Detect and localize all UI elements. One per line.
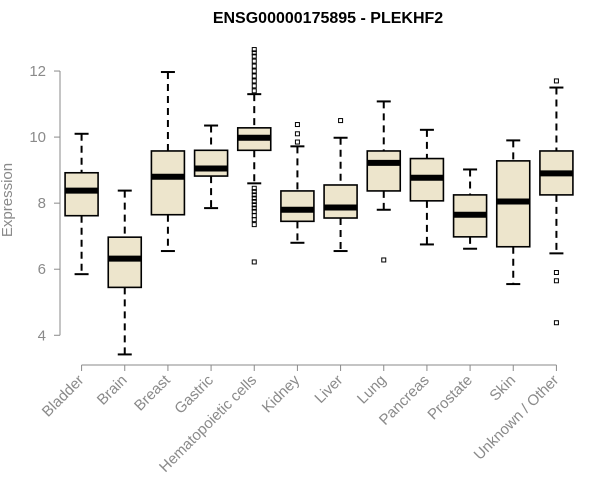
outlier-point — [251, 217, 257, 223]
outlier-point — [251, 68, 257, 74]
iqr-box — [64, 171, 99, 217]
outlier-point — [294, 122, 300, 128]
outlier-point — [251, 88, 257, 94]
iqr-box — [366, 150, 402, 192]
x-tick-label: Breast — [131, 371, 174, 414]
outlier-point — [251, 213, 257, 219]
y-tick-label: 10 — [29, 129, 46, 146]
box-brain — [107, 189, 143, 356]
chart-title: ENSG00000175895 - PLEKHF2 — [213, 10, 443, 27]
box-breast — [150, 71, 186, 253]
outlier-point — [251, 202, 257, 208]
outlier-point — [251, 78, 257, 84]
outlier-point — [251, 222, 257, 228]
outlier-point — [251, 192, 257, 198]
outlier-point — [553, 270, 559, 276]
outlier-point — [553, 320, 559, 326]
iqr-box — [150, 150, 186, 216]
box-hematopoietic-cells — [236, 47, 272, 265]
iqr-box — [323, 184, 358, 219]
iqr-box — [107, 236, 143, 289]
outlier-point — [251, 47, 257, 53]
outlier-point — [251, 50, 257, 56]
x-tick-label: Bladder — [39, 372, 88, 421]
box-skin — [495, 139, 531, 286]
box-unknown-other — [539, 78, 574, 326]
outlier-point — [251, 199, 257, 204]
box-lung — [366, 100, 402, 263]
outlier-point — [553, 278, 559, 284]
outlier-point — [251, 208, 257, 214]
outlier-point — [251, 53, 257, 59]
outlier-point — [553, 78, 559, 84]
x-tick-label: Prostate — [424, 372, 476, 424]
y-tick-label: 12 — [29, 63, 46, 80]
outlier-point — [251, 205, 257, 211]
outlier-point — [251, 185, 257, 191]
box-kidney — [280, 122, 315, 244]
y-axis: 4 6 8 10 12 — [29, 63, 61, 344]
box-liver — [323, 118, 358, 253]
box-pancreas — [409, 128, 445, 246]
outlier-point — [338, 118, 344, 124]
box-bladder — [64, 132, 99, 276]
outlier-point — [294, 131, 300, 137]
outlier-point — [381, 257, 387, 263]
outlier-point — [251, 189, 257, 195]
boxes-group — [64, 47, 574, 356]
x-tick-label: Skin — [486, 372, 519, 405]
x-tick-label: Lung — [354, 372, 390, 408]
box-prostate — [452, 168, 488, 250]
x-tick-label: Kidney — [259, 371, 304, 416]
outlier-point — [251, 73, 257, 79]
iqr-box — [280, 190, 315, 223]
y-tick-label: 6 — [38, 261, 46, 278]
y-axis-label: Expression — [0, 163, 16, 237]
outlier-point — [251, 259, 257, 265]
outlier-point — [251, 63, 257, 69]
y-tick-label: 8 — [38, 195, 46, 212]
x-tick-label: Liver — [311, 372, 346, 407]
outlier-point — [251, 58, 257, 64]
outlier-point — [251, 195, 257, 201]
outlier-point — [251, 83, 257, 89]
y-tick-label: 4 — [38, 327, 46, 344]
iqr-box — [193, 149, 229, 177]
box-gastric — [193, 124, 229, 210]
x-tick-label: Brain — [94, 372, 131, 409]
outlier-point — [294, 139, 300, 145]
